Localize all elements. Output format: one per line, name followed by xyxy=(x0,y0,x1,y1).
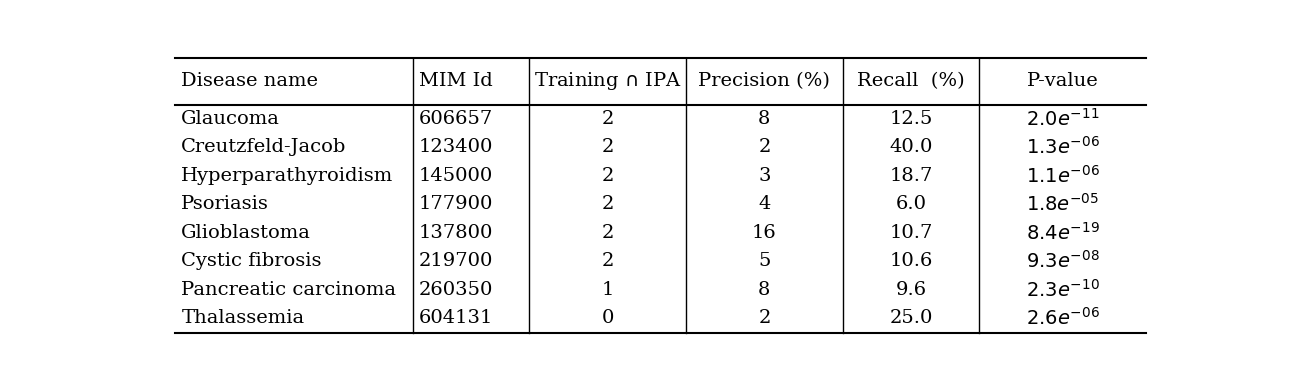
Text: $1.8e^{-05}$: $1.8e^{-05}$ xyxy=(1026,194,1099,215)
Text: 9.6: 9.6 xyxy=(895,281,927,299)
Text: 2: 2 xyxy=(602,224,613,242)
Text: 2: 2 xyxy=(758,309,770,327)
Text: MIM Id: MIM Id xyxy=(419,72,493,91)
Text: 2: 2 xyxy=(602,252,613,270)
Text: 123400: 123400 xyxy=(419,138,493,156)
Text: 2: 2 xyxy=(758,138,770,156)
Text: Training $\cap$ IPA: Training $\cap$ IPA xyxy=(534,70,681,92)
Text: 12.5: 12.5 xyxy=(889,110,933,128)
Text: 604131: 604131 xyxy=(419,309,493,327)
Text: 606657: 606657 xyxy=(419,110,493,128)
Text: 2: 2 xyxy=(602,110,613,128)
Text: Recall  (%): Recall (%) xyxy=(857,72,964,91)
Text: 2: 2 xyxy=(602,138,613,156)
Text: 25.0: 25.0 xyxy=(889,309,933,327)
Text: Precision (%): Precision (%) xyxy=(698,72,830,91)
Text: 2: 2 xyxy=(602,167,613,185)
Text: 40.0: 40.0 xyxy=(889,138,933,156)
Text: $9.3e^{-08}$: $9.3e^{-08}$ xyxy=(1026,250,1100,272)
Text: 6.0: 6.0 xyxy=(895,195,927,213)
Text: $1.1e^{-06}$: $1.1e^{-06}$ xyxy=(1026,165,1100,187)
Text: 10.6: 10.6 xyxy=(889,252,933,270)
Text: 4: 4 xyxy=(758,195,770,213)
Text: $2.3e^{-10}$: $2.3e^{-10}$ xyxy=(1026,279,1100,301)
Text: $8.4e^{-19}$: $8.4e^{-19}$ xyxy=(1026,222,1100,244)
Text: $2.0e^{-11}$: $2.0e^{-11}$ xyxy=(1026,108,1099,130)
Text: 10.7: 10.7 xyxy=(889,224,933,242)
Text: Psoriasis: Psoriasis xyxy=(181,195,269,213)
Text: 1: 1 xyxy=(602,281,613,299)
Text: 145000: 145000 xyxy=(419,167,493,185)
Text: 137800: 137800 xyxy=(419,224,493,242)
Text: 0: 0 xyxy=(602,309,613,327)
Text: $1.3e^{-06}$: $1.3e^{-06}$ xyxy=(1026,136,1100,158)
Text: Thalassemia: Thalassemia xyxy=(181,309,304,327)
Text: 8: 8 xyxy=(758,281,770,299)
Text: 260350: 260350 xyxy=(419,281,493,299)
Text: Creutzfeld-Jacob: Creutzfeld-Jacob xyxy=(181,138,347,156)
Text: Cystic fibrosis: Cystic fibrosis xyxy=(181,252,322,270)
Text: 3: 3 xyxy=(758,167,771,185)
Text: 18.7: 18.7 xyxy=(889,167,933,185)
Text: Glaucoma: Glaucoma xyxy=(181,110,281,128)
Text: 219700: 219700 xyxy=(419,252,493,270)
Text: $2.6e^{-06}$: $2.6e^{-06}$ xyxy=(1026,307,1100,329)
Text: P-value: P-value xyxy=(1027,72,1099,91)
Text: 16: 16 xyxy=(752,224,776,242)
Text: Disease name: Disease name xyxy=(181,72,318,91)
Text: Glioblastoma: Glioblastoma xyxy=(181,224,311,242)
Text: 8: 8 xyxy=(758,110,770,128)
Text: Hyperparathyroidism: Hyperparathyroidism xyxy=(181,167,394,185)
Text: Pancreatic carcinoma: Pancreatic carcinoma xyxy=(181,281,397,299)
Text: 2: 2 xyxy=(602,195,613,213)
Text: 5: 5 xyxy=(758,252,770,270)
Text: 177900: 177900 xyxy=(419,195,493,213)
